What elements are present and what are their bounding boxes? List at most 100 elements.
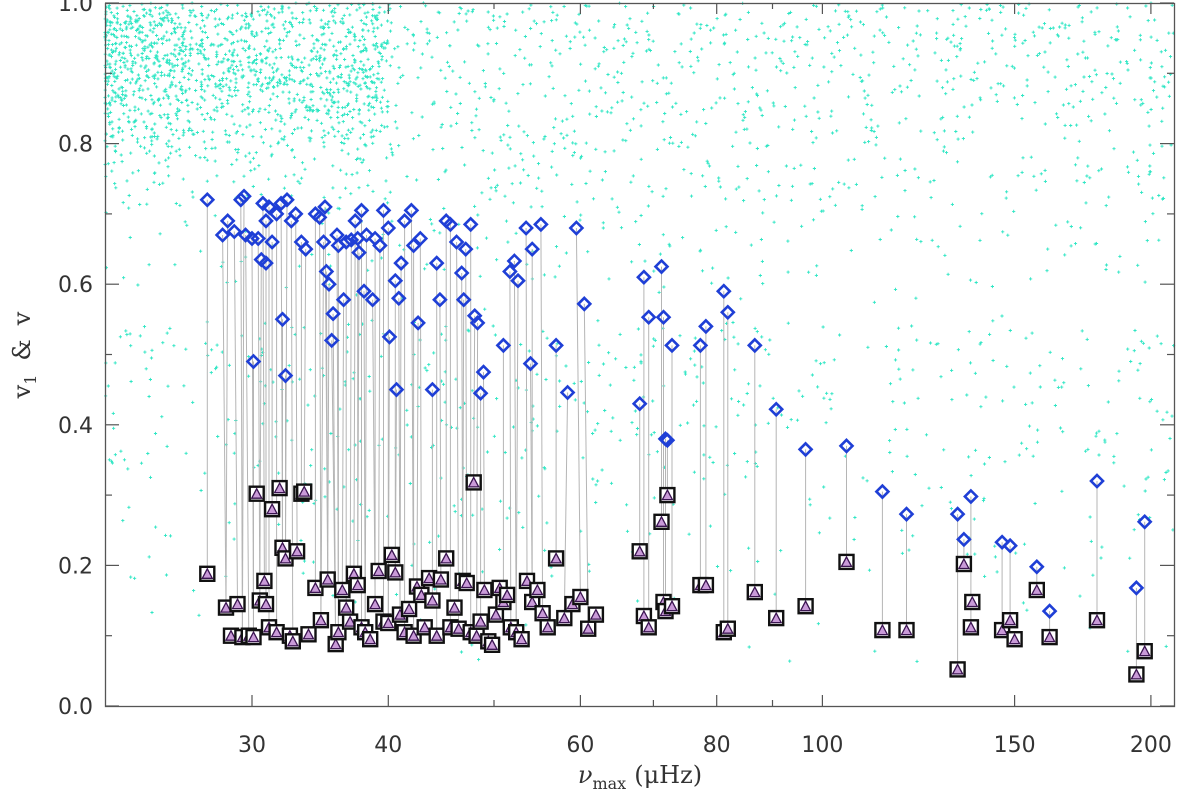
- v1-diamond-marker: [372, 237, 388, 254]
- v-triangle-marker: [486, 638, 499, 650]
- v-triangle-marker: [385, 548, 398, 561]
- v1-diamond-marker: [364, 291, 381, 308]
- v1-diamond-marker: [351, 244, 367, 261]
- v-triangle-marker: [258, 574, 271, 587]
- connector-line: [225, 220, 229, 608]
- v-triangle-marker: [699, 578, 712, 591]
- v-triangle-marker: [418, 620, 431, 633]
- v-triangle-marker: [460, 576, 473, 589]
- v-triangle-marker: [273, 481, 286, 494]
- connector-line: [357, 252, 360, 586]
- v1-diamond-marker: [640, 309, 657, 326]
- v-triangle-marker: [951, 663, 964, 675]
- v-triangle-marker: [1030, 583, 1043, 596]
- v1-diamond-marker: [390, 290, 407, 307]
- v-triangle-marker: [298, 485, 311, 497]
- axis-ticks: [105, 2, 1174, 707]
- v1-diamond-marker: [325, 305, 341, 322]
- v1-diamond-marker: [522, 355, 539, 372]
- v1-diamond-marker: [559, 384, 576, 401]
- v1-diamond-marker: [258, 255, 274, 271]
- v1-diamond-marker: [502, 263, 518, 280]
- connector-line: [222, 234, 227, 608]
- v-triangle-marker: [329, 637, 342, 650]
- v-triangle-marker: [665, 599, 679, 612]
- v-triangle-marker: [415, 588, 428, 601]
- y-tick-label: 0.4: [58, 414, 93, 439]
- v-triangle-marker: [259, 597, 273, 610]
- v1-diamond-marker: [874, 483, 891, 500]
- v-triangle-marker: [633, 544, 646, 557]
- v1-diamond-marker: [237, 227, 254, 243]
- v-triangle-marker: [279, 552, 292, 564]
- v1-diamond-marker: [358, 227, 375, 243]
- y-tick-label: 0.2: [58, 554, 93, 579]
- connector-line: [563, 392, 569, 619]
- v1-diamond-marker: [353, 202, 370, 219]
- v1-diamond-marker: [338, 234, 355, 250]
- v-triangle-marker: [574, 590, 587, 603]
- v-triangle-marker: [344, 615, 357, 627]
- v-triangle-marker: [291, 544, 304, 557]
- v1-diamond-marker: [576, 296, 593, 312]
- v-triangle-marker: [364, 632, 377, 645]
- v1-diamond-marker: [715, 283, 732, 300]
- v1-diamond-marker: [475, 364, 492, 380]
- v1-diamond-marker: [518, 220, 534, 236]
- v-triangle-marker: [478, 583, 491, 596]
- v-triangle-marker: [526, 595, 539, 608]
- v1-diamond-marker: [250, 230, 267, 247]
- v1-diamond-marker: [631, 395, 648, 412]
- v-triangle-marker: [430, 629, 443, 641]
- x-tick-label: 100: [801, 733, 843, 758]
- v1-diamond-marker: [898, 506, 915, 522]
- connector-line: [245, 234, 250, 636]
- v-triangle-marker: [589, 608, 602, 620]
- y-tick-label: 1.0: [58, 0, 93, 17]
- v-triangle-marker: [770, 611, 783, 624]
- v1-diamond-marker: [232, 191, 249, 208]
- v1-diamond-marker: [318, 263, 335, 280]
- v-triangle-marker: [340, 601, 353, 613]
- v-triangle-marker: [224, 629, 238, 641]
- v1-markers: [199, 188, 1153, 619]
- v1-diamond-marker: [524, 241, 541, 257]
- v-triangle-marker: [266, 502, 279, 515]
- v-triangle-marker: [661, 488, 674, 501]
- y-axis-label: v1&v: [8, 311, 40, 399]
- v-triangle-marker: [470, 629, 483, 641]
- connector-line: [419, 238, 422, 595]
- v1-diamond-marker: [396, 213, 413, 229]
- v1-diamond-marker: [548, 337, 564, 354]
- v1-diamond-marker: [636, 269, 652, 286]
- v1-diamond-marker: [659, 432, 676, 449]
- v1-diamond-marker: [297, 241, 314, 257]
- connector-line: [456, 241, 460, 629]
- connector-line: [583, 303, 589, 629]
- x-tick-label: 150: [994, 733, 1036, 758]
- v1-diamond-marker: [797, 441, 814, 458]
- v-triangle-marker: [201, 567, 214, 579]
- connector-lines: [206, 196, 1146, 675]
- v1-diamond-marker: [1136, 513, 1153, 530]
- v1-diamond-marker: [258, 213, 274, 229]
- connector-line: [303, 249, 307, 492]
- v-triangle-marker: [582, 622, 595, 634]
- v1-diamond-marker: [462, 216, 479, 233]
- v-triangle-marker: [423, 571, 436, 584]
- v1-diamond-marker: [506, 253, 523, 269]
- v-triangle-marker: [1090, 613, 1104, 626]
- connector-line: [515, 280, 519, 633]
- v-triangle-marker: [1004, 613, 1017, 626]
- v-triangle-marker: [541, 620, 554, 633]
- v1-diamond-marker: [323, 332, 340, 349]
- v1-diamond-marker: [380, 220, 397, 236]
- v1-diamond-marker: [317, 199, 333, 215]
- connector-line: [509, 271, 512, 628]
- v-triangle-marker: [1138, 644, 1151, 657]
- x-tick-label: 80: [703, 733, 731, 758]
- v1-diamond-marker: [653, 258, 670, 275]
- v-triangle-marker: [426, 594, 439, 606]
- v-triangle-marker: [531, 583, 544, 596]
- v-triangle-marker: [389, 566, 402, 578]
